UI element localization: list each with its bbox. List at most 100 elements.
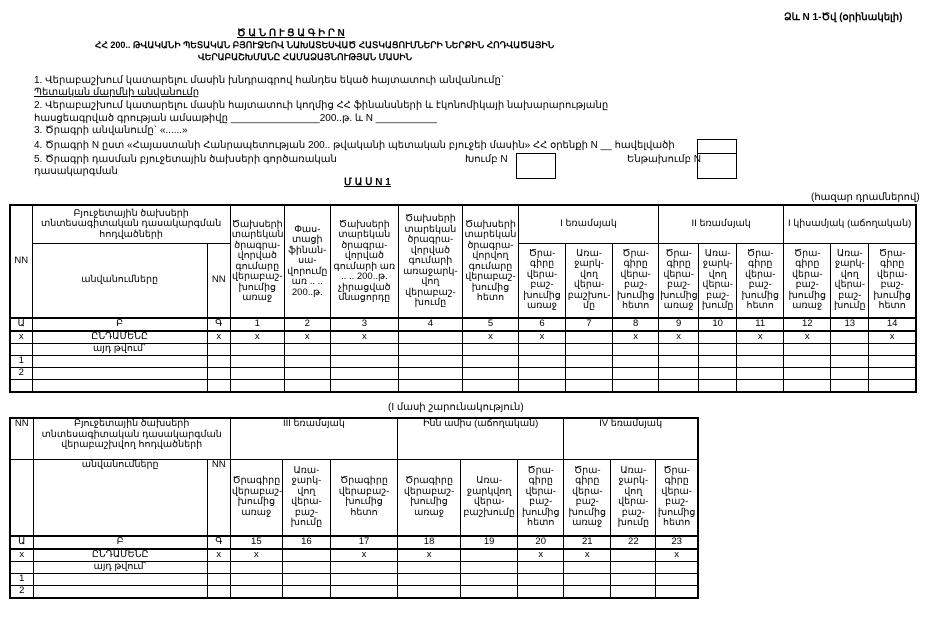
total-cell[interactable] — [611, 549, 656, 562]
group-number-box[interactable] — [516, 153, 556, 179]
table-cell[interactable] — [207, 368, 230, 380]
table-cell[interactable] — [611, 574, 656, 586]
table-cell[interactable] — [398, 562, 461, 574]
table-cell[interactable] — [564, 586, 611, 598]
table-cell[interactable] — [461, 586, 518, 598]
table-cell[interactable] — [230, 562, 282, 574]
table-cell[interactable] — [784, 380, 831, 392]
table-cell[interactable] — [613, 380, 659, 392]
table-cell[interactable] — [284, 356, 330, 368]
table-cell[interactable] — [284, 380, 330, 392]
table-cell[interactable] — [656, 574, 698, 586]
subgroup-number-box[interactable] — [697, 153, 737, 179]
table-cell[interactable] — [518, 586, 564, 598]
table-cell[interactable] — [330, 344, 398, 356]
total-cell[interactable] — [566, 331, 613, 344]
table-cell[interactable] — [32, 368, 207, 380]
table-cell[interactable] — [398, 586, 461, 598]
table-cell[interactable] — [784, 344, 831, 356]
table-cell[interactable] — [699, 380, 737, 392]
table-cell[interactable] — [330, 356, 398, 368]
table-cell[interactable] — [230, 380, 284, 392]
table-cell[interactable] — [282, 562, 330, 574]
table-cell[interactable] — [230, 586, 282, 598]
table-cell[interactable] — [611, 562, 656, 574]
table-cell[interactable] — [284, 368, 330, 380]
table-cell[interactable] — [869, 368, 916, 380]
table-cell[interactable] — [831, 344, 869, 356]
total-cell[interactable] — [282, 549, 330, 562]
table-cell[interactable] — [613, 344, 659, 356]
table-cell[interactable] — [518, 344, 565, 356]
table-cell[interactable] — [518, 380, 565, 392]
table-cell[interactable] — [32, 356, 207, 368]
total-cell[interactable] — [699, 331, 737, 344]
table-cell[interactable] — [699, 344, 737, 356]
table-cell[interactable] — [699, 356, 737, 368]
table-cell[interactable] — [699, 368, 737, 380]
table-cell[interactable] — [566, 356, 613, 368]
table-cell[interactable] — [656, 586, 698, 598]
table-cell[interactable] — [518, 562, 564, 574]
table-cell[interactable] — [330, 380, 398, 392]
table-cell[interactable] — [869, 344, 916, 356]
table-cell[interactable] — [398, 368, 462, 380]
table-cell[interactable] — [330, 368, 398, 380]
table-cell[interactable] — [207, 380, 230, 392]
table-cell[interactable] — [230, 574, 282, 586]
table-cell[interactable] — [33, 574, 207, 586]
table-cell[interactable] — [613, 368, 659, 380]
table-cell[interactable] — [659, 380, 699, 392]
table-cell[interactable] — [737, 368, 784, 380]
table-cell[interactable] — [33, 586, 207, 598]
table-cell[interactable] — [518, 368, 565, 380]
table-cell[interactable] — [207, 562, 230, 574]
table-cell[interactable] — [831, 368, 869, 380]
table-cell[interactable] — [330, 586, 397, 598]
table-cell[interactable] — [784, 368, 831, 380]
table-cell[interactable] — [462, 380, 518, 392]
total-cell[interactable] — [398, 331, 462, 344]
table-cell[interactable] — [284, 344, 330, 356]
table-cell[interactable] — [737, 356, 784, 368]
table-cell[interactable] — [461, 562, 518, 574]
table-cell[interactable] — [330, 574, 397, 586]
table-cell[interactable] — [461, 574, 518, 586]
table-cell[interactable] — [207, 356, 230, 368]
table-cell[interactable] — [659, 368, 699, 380]
table-cell[interactable] — [566, 344, 613, 356]
table-cell[interactable] — [566, 380, 613, 392]
table-cell[interactable] — [398, 574, 461, 586]
table-cell[interactable] — [282, 574, 330, 586]
table-cell[interactable] — [566, 368, 613, 380]
table-cell[interactable] — [611, 586, 656, 598]
total-cell[interactable] — [461, 549, 518, 562]
table-cell[interactable] — [831, 380, 869, 392]
table-cell[interactable] — [230, 356, 284, 368]
table-cell[interactable] — [831, 356, 869, 368]
table-cell[interactable] — [656, 562, 698, 574]
table-cell[interactable] — [398, 344, 462, 356]
table-cell[interactable] — [462, 344, 518, 356]
table-cell[interactable] — [737, 344, 784, 356]
table-cell[interactable] — [564, 574, 611, 586]
table-cell[interactable] — [737, 380, 784, 392]
table-cell[interactable] — [518, 356, 565, 368]
annex-number-box[interactable] — [697, 139, 737, 154]
table-cell[interactable] — [207, 344, 230, 356]
table-cell[interactable] — [330, 562, 397, 574]
table-cell[interactable] — [659, 356, 699, 368]
table-cell[interactable] — [869, 380, 916, 392]
table-cell[interactable] — [207, 574, 230, 586]
table-cell[interactable] — [462, 356, 518, 368]
table-cell[interactable] — [398, 380, 462, 392]
table-cell[interactable] — [564, 562, 611, 574]
table-cell[interactable] — [282, 586, 330, 598]
table-cell[interactable] — [230, 368, 284, 380]
table-cell[interactable] — [869, 356, 916, 368]
table-cell[interactable] — [398, 356, 462, 368]
table-cell[interactable] — [613, 356, 659, 368]
table-cell[interactable] — [32, 380, 207, 392]
table-cell[interactable] — [230, 344, 284, 356]
table-cell[interactable] — [659, 344, 699, 356]
